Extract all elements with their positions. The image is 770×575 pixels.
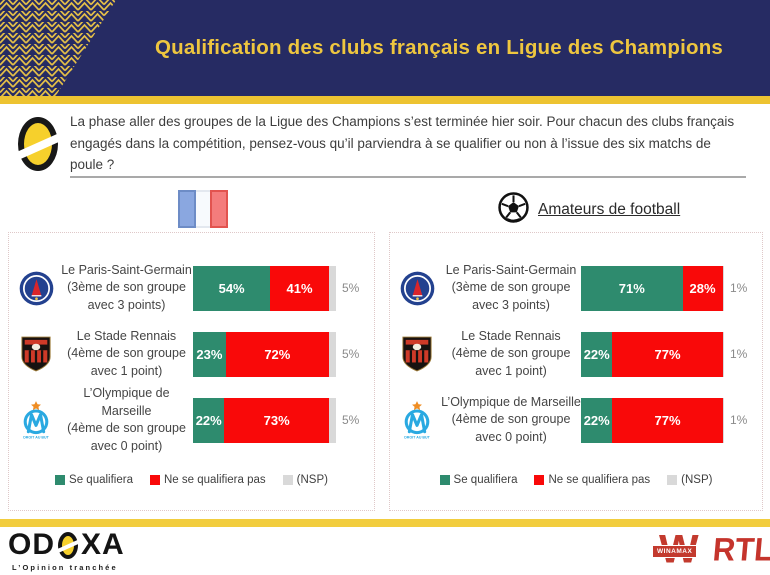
nsp-value-label: 1% — [730, 281, 748, 295]
nsp-value-label: 1% — [730, 413, 748, 427]
svg-text:DROIT AU BUT: DROIT AU BUT — [404, 435, 430, 439]
legend-swatch-green — [55, 475, 66, 485]
bar-segment-qualify: 71% — [581, 265, 683, 311]
bar-segment-not-qualify: 73% — [224, 397, 329, 443]
bar-segment-not-qualify: 72% — [225, 331, 329, 377]
bar-segment-nsp — [328, 265, 336, 311]
footer-gold-divider — [0, 519, 770, 527]
football-fans-header: Amateurs de football — [498, 192, 680, 228]
bar-segment-nsp — [328, 331, 336, 377]
soccer-ball-icon — [498, 192, 529, 228]
odoxa-logo: OD XA L’Opinion tranchée — [8, 528, 125, 573]
stade-rennais-logo — [12, 336, 60, 372]
bar-segment-not-qualify: 28% — [682, 265, 723, 311]
bar-row-marseille: DROIT AU BUT L’Olympique de Marseille (4… — [9, 386, 374, 453]
bar-segment-not-qualify: 77% — [612, 331, 723, 377]
legend-item-qualify: Se qualifiera — [55, 474, 133, 486]
bar-segment-nsp — [722, 331, 724, 377]
odoxa-o-mark-icon — [56, 531, 80, 560]
survey-question-text: La phase aller des groupes de la Ligue d… — [70, 114, 735, 173]
question-divider-line — [70, 176, 746, 178]
flag-blue-stripe — [178, 190, 196, 228]
bar-row-rennais: Le Stade Rennais (4ème de son groupe ave… — [390, 321, 762, 387]
odoxa-letters-od: OD — [8, 528, 55, 561]
legend: Se qualifiera Ne se qualifiera pas (NSP) — [9, 474, 374, 486]
legend-item-nsp: (NSP) — [282, 474, 328, 486]
winamax-banner: WINAMAX — [652, 545, 698, 558]
club-label: L’Olympique de Marseille (4ème de son gr… — [67, 386, 186, 453]
nsp-value-label: 5% — [342, 413, 360, 427]
stacked-bar: 71% 28% — [581, 265, 724, 311]
bar-segment-nsp — [722, 265, 724, 311]
club-label: Le Paris-Saint-Germain (3ème de son grou… — [445, 262, 577, 312]
bar-segment-qualify: 22% — [193, 397, 225, 443]
bar-segment-not-qualify: 77% — [612, 397, 723, 443]
svg-text:DROIT AU BUT: DROIT AU BUT — [23, 435, 49, 439]
bar-row-marseille: DROIT AU BUT L’Olympique de Marseille (4… — [390, 387, 762, 453]
legend-swatch-gray — [282, 475, 293, 485]
bar-segment-not-qualify: 41% — [270, 265, 329, 311]
stacked-bar: 22% 77% — [581, 331, 724, 377]
club-label: Le Paris-Saint-Germain (3ème de son grou… — [61, 262, 192, 312]
bar-segment-qualify: 23% — [193, 331, 226, 377]
bar-segment-qualify: 22% — [581, 331, 613, 377]
stacked-bar: 23% 72% — [193, 331, 336, 377]
legend-swatch-gray — [667, 475, 678, 485]
stacked-bar: 22% 73% — [193, 397, 336, 443]
legend-item-not-qualify: Ne se qualifiera pas — [149, 474, 266, 486]
club-label: Le Stade Rennais (4ème de son groupe ave… — [67, 328, 186, 378]
odoxa-letters-xa: XA — [81, 528, 125, 561]
bar-segment-qualify: 54% — [193, 265, 271, 311]
bar-segment-nsp — [328, 397, 336, 443]
club-label: L’Olympique de Marseille (4ème de son gr… — [441, 394, 581, 444]
bar-row-rennais: Le Stade Rennais (4ème de son groupe ave… — [9, 321, 374, 387]
legend: Se qualifiera Ne se qualifiera pas (NSP) — [390, 474, 762, 486]
legend-swatch-red — [534, 475, 545, 485]
legend-item-qualify: Se qualifiera — [439, 474, 517, 486]
flag-white-stripe — [196, 190, 210, 228]
odoxa-o-icon — [15, 116, 61, 173]
flag-red-stripe — [210, 190, 228, 228]
stade-rennais-logo — [393, 336, 441, 372]
om-logo: DROIT AU BUT — [12, 400, 60, 440]
nsp-value-label: 1% — [730, 347, 748, 361]
club-label: Le Stade Rennais (4ème de son groupe ave… — [451, 328, 571, 378]
bar-row-psg: Le Paris-Saint-Germain (3ème de son grou… — [390, 255, 762, 321]
bar-segment-nsp — [722, 397, 724, 443]
football-fans-label: Amateurs de football — [538, 201, 681, 218]
chevron-pattern-decoration — [0, 0, 116, 96]
om-logo: DROIT AU BUT — [393, 400, 441, 440]
header-gold-divider — [0, 96, 770, 104]
nsp-value-label: 5% — [342, 347, 360, 361]
nsp-value-label: 5% — [342, 281, 360, 295]
french-flag-icon — [178, 190, 228, 228]
odoxa-tagline: L’Opinion tranchée — [12, 563, 118, 572]
psg-logo — [12, 271, 60, 306]
bar-row-psg: Le Paris-Saint-Germain (3ème de son grou… — [9, 255, 374, 321]
legend-item-not-qualify: Ne se qualifiera pas — [534, 474, 650, 486]
legend-item-nsp: (NSP) — [667, 474, 712, 486]
legend-swatch-red — [149, 475, 160, 485]
rtl-logo: RTL — [711, 531, 770, 568]
chart-panel-all-french: Le Paris-Saint-Germain (3ème de son grou… — [8, 232, 375, 511]
winamax-logo: W WINAMAX — [652, 528, 709, 572]
bar-segment-qualify: 22% — [581, 397, 613, 443]
page-title: Qualification des clubs français en Ligu… — [154, 36, 724, 59]
stacked-bar: 22% 77% — [581, 397, 724, 443]
legend-swatch-green — [439, 475, 450, 485]
chart-panel-football-fans: Le Paris-Saint-Germain (3ème de son grou… — [389, 232, 763, 511]
stacked-bar: 54% 41% — [193, 265, 336, 311]
header-banner: Qualification des clubs français en Ligu… — [0, 0, 770, 96]
psg-logo — [393, 271, 441, 306]
